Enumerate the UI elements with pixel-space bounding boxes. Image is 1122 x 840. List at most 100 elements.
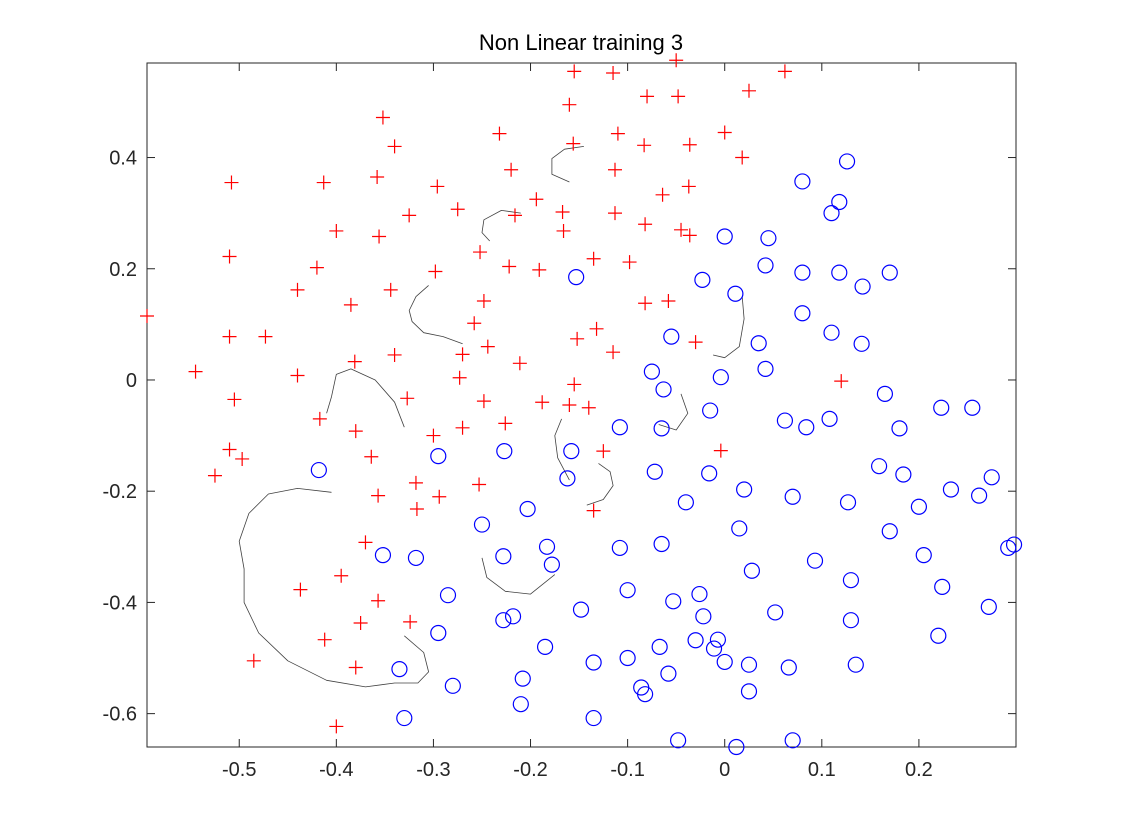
plus-marker [309,260,324,275]
plus-marker [317,632,332,647]
plus-marker [329,719,344,734]
decision-boundary-curve-1 [326,368,405,428]
plus-marker [188,364,203,379]
circle-marker [870,458,888,475]
circle-marker [757,257,774,274]
plus-marker [555,205,570,220]
circle-marker [942,481,960,498]
plus-marker [735,150,750,165]
decision-boundary-curve-7 [554,418,570,481]
circle-marker [933,399,950,416]
circle-marker [716,228,733,245]
decision-boundary-curve-4 [551,146,584,183]
plus-marker [347,354,362,369]
plus-marker [567,377,582,392]
circle-marker [396,709,413,727]
plus-marker [455,420,470,435]
circle-marker [891,420,908,437]
circle-marker [971,487,988,504]
plus-marker [717,125,732,140]
plus-marker [246,653,261,668]
circle-marker [794,305,811,322]
plus-marker [535,395,550,410]
circle-marker [677,494,694,511]
circle-marker [391,661,408,678]
decision-boundary-group [238,146,745,688]
plus-marker [383,282,398,297]
plus-marker [492,126,507,141]
circle-marker [619,582,636,599]
plus-marker [358,535,373,550]
circle-marker [757,360,774,377]
circle-marker [543,556,560,573]
circle-marker [473,516,491,533]
circle-marker [444,677,461,694]
circle-marker [980,598,997,615]
plus-marker [476,394,491,409]
circle-marker [670,732,687,749]
circle-marker [663,328,680,345]
circle-marker [964,399,981,416]
circle-marker [838,153,856,170]
plus-marker [532,262,547,277]
plus-marker [409,501,424,516]
plus-marker [329,223,344,238]
plus-marker [207,468,222,483]
plus-marker [353,615,368,630]
plus-marker [682,228,697,243]
circle-marker [876,385,894,402]
y-tick-label: -0.4 [103,592,137,614]
plus-marker [472,477,487,492]
circle-marker [767,604,784,621]
plus-marker [504,162,519,177]
plus-marker [316,175,331,190]
circle-marker [784,732,801,749]
plus-marker [606,66,621,81]
circle-marker [839,494,857,511]
plus-marker [512,356,527,371]
circle-marker [740,683,758,700]
plus-marker [480,339,495,354]
plus-marker [312,411,327,426]
plus-marker [713,443,728,458]
plus-marker [669,53,684,68]
x-tick-label: 0.2 [905,759,933,781]
plus-marker [334,568,349,583]
circle-marker [842,612,860,629]
circle-marker [611,539,628,557]
data-points [140,53,1023,756]
circle-marker [646,463,663,480]
plus-marker [473,245,488,260]
plus-marker [387,347,402,362]
plus-marker [566,136,581,151]
circle-marker [915,547,932,564]
plot-area [146,62,1017,748]
decision-boundary-curve-3 [481,210,521,242]
x-tick-label: -0.5 [222,759,256,781]
plus-marker [567,64,582,79]
circle-marker [881,523,898,540]
circle-marker [504,608,522,625]
plus-marker [607,206,622,221]
plus-marker [777,64,792,79]
circle-marker [655,381,672,398]
circle-marker [728,738,745,756]
circle-marker [430,624,447,642]
axis-ticks: -0.5 -0.4 -0.3 -0.2 -0.1 0 0.1 0.2 -0.6 -0.4 -0.2 0… [103,63,1016,781]
circle-marker [794,173,811,190]
circle-marker [496,443,513,460]
plus-marker [426,428,441,443]
plus-marker [235,451,250,466]
plus-marker [476,294,491,309]
circle-marker [716,653,733,671]
plus-marker [674,222,689,237]
circle-marker [702,402,719,419]
plus-marker [293,582,308,597]
circle-marker [585,654,602,671]
circle-marker [784,488,801,505]
plus-marker [556,223,571,238]
plus-marker [607,162,622,177]
plus-marker [387,139,402,154]
plus-marker [222,329,237,344]
x-tick-label: 0.1 [808,759,836,781]
